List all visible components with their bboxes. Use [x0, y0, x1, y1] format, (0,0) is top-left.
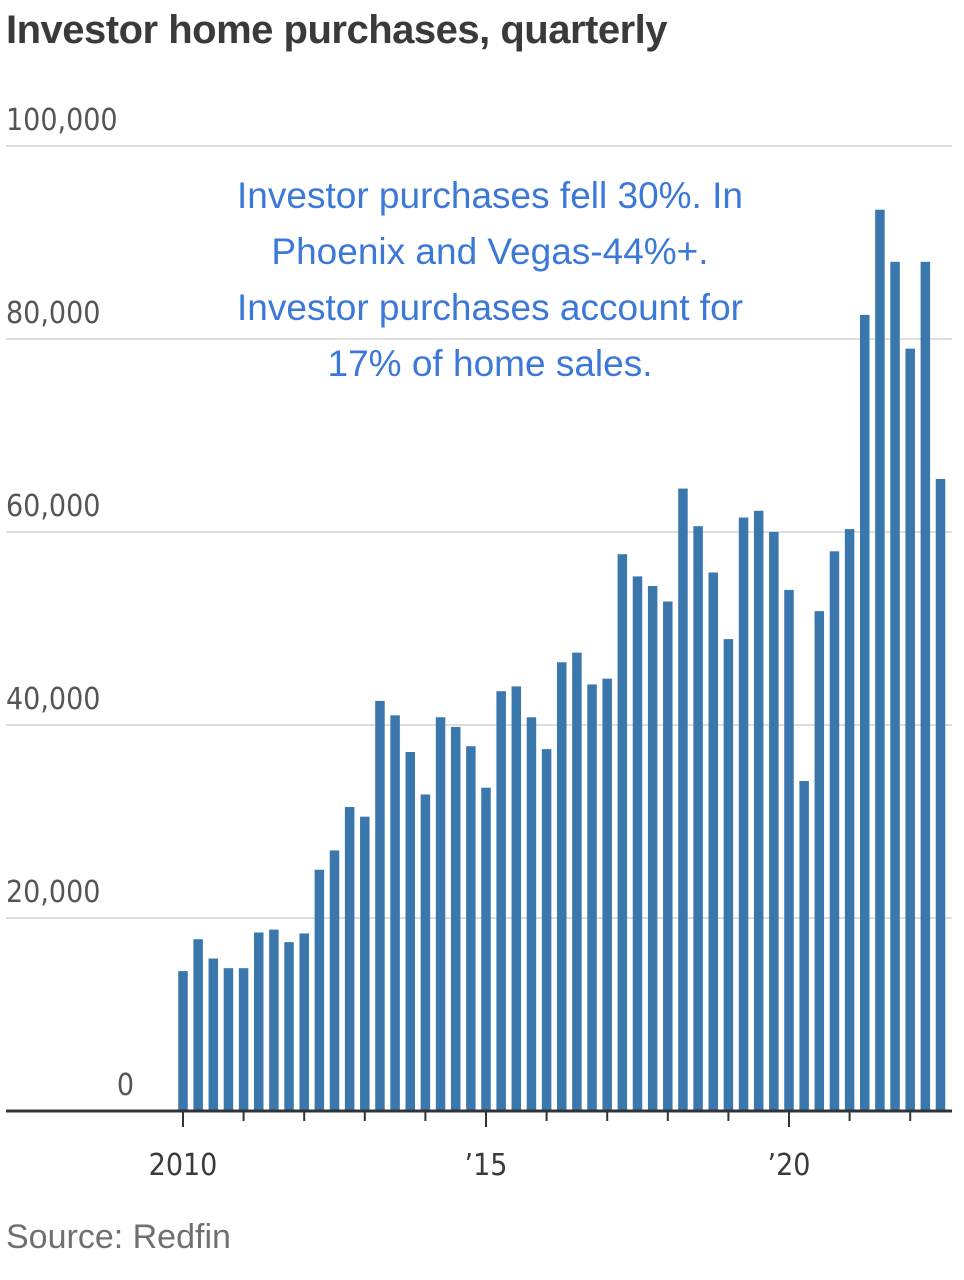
bar — [708, 572, 718, 1111]
bar — [481, 787, 491, 1111]
tick-labels: 0 20,000 40,000 60,000 80,000 100,000 2010 ’15 ’… — [6, 103, 810, 1183]
bar — [375, 700, 385, 1111]
bar — [844, 529, 855, 1111]
y-tick-label: 100,000 — [6, 103, 118, 138]
bar — [587, 684, 597, 1111]
bar — [314, 869, 325, 1111]
annotation-text: Investor purchases fell 30%. In Phoenix … — [237, 175, 743, 384]
bar — [647, 586, 658, 1111]
bar — [920, 261, 931, 1111]
bar — [753, 510, 764, 1111]
bar — [329, 850, 340, 1111]
bar — [223, 968, 234, 1111]
bar — [466, 746, 476, 1111]
bar — [541, 749, 552, 1111]
y-tick-label: 0 — [117, 1068, 134, 1103]
bar — [829, 551, 840, 1111]
chart-title: Investor home purchases, quarterly — [6, 8, 668, 52]
x-tick-label: ’20 — [768, 1148, 811, 1183]
bar — [496, 691, 506, 1111]
bar — [602, 678, 612, 1111]
bar — [769, 532, 779, 1111]
source-note: Source: Redfin — [6, 1218, 231, 1256]
bar — [435, 717, 446, 1111]
y-tick-label: 20,000 — [6, 875, 100, 910]
bar — [935, 478, 946, 1111]
y-tick-label: 80,000 — [6, 296, 100, 331]
bar — [723, 639, 734, 1111]
bar — [344, 807, 355, 1111]
bar — [784, 589, 794, 1111]
y-tick-label: 60,000 — [6, 489, 100, 524]
bar — [208, 958, 219, 1111]
bar — [738, 517, 749, 1111]
x-tick-label: ’15 — [465, 1148, 508, 1183]
bar — [450, 726, 461, 1111]
bar — [860, 314, 870, 1111]
bar — [254, 932, 264, 1111]
bar — [238, 968, 249, 1111]
bar — [178, 971, 188, 1111]
bar — [360, 816, 370, 1111]
bars — [178, 209, 946, 1111]
x-axis — [6, 1109, 952, 1127]
bar — [299, 933, 309, 1111]
bar — [890, 261, 900, 1111]
bar — [284, 942, 294, 1111]
x-tick-label: 2010 — [149, 1148, 218, 1183]
bar — [678, 488, 688, 1111]
y-tick-label: 40,000 — [6, 682, 100, 717]
bar — [905, 348, 915, 1111]
bar — [390, 715, 400, 1111]
bar — [193, 939, 203, 1111]
bar — [617, 554, 628, 1111]
bar — [420, 794, 431, 1111]
bar — [269, 929, 279, 1111]
bar — [511, 686, 522, 1111]
bar — [663, 601, 673, 1111]
bar — [557, 662, 567, 1111]
bar — [632, 576, 643, 1111]
bar — [526, 717, 537, 1111]
gridlines — [6, 145, 952, 919]
bar — [572, 652, 582, 1111]
bar — [799, 780, 809, 1111]
bar — [405, 752, 415, 1111]
bar — [875, 209, 885, 1111]
bar — [814, 611, 825, 1111]
bar — [693, 526, 703, 1111]
